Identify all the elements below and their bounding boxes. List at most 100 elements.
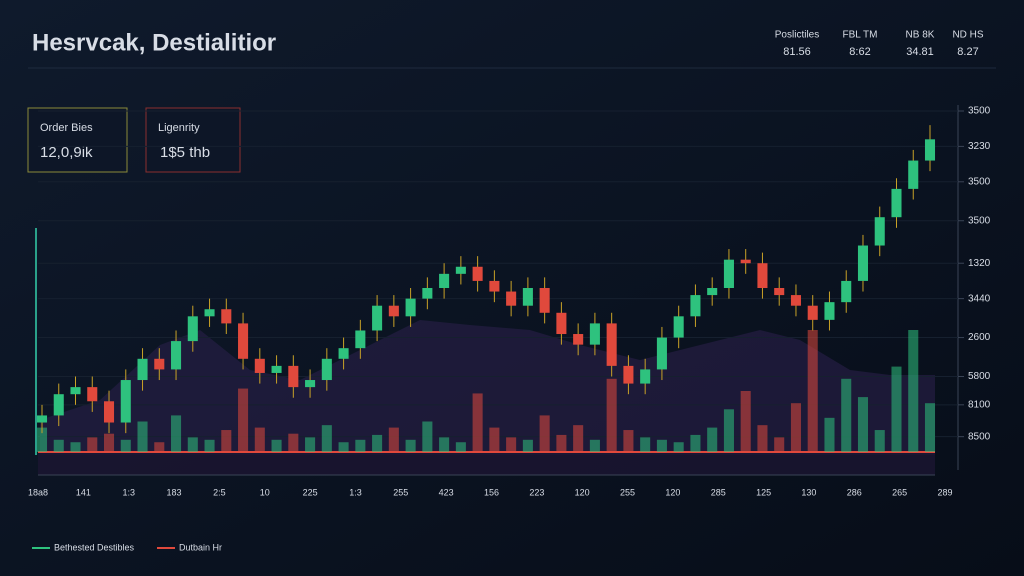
y-tick-label: 3230	[968, 141, 991, 152]
volume-bar	[807, 330, 818, 452]
candle-body	[556, 312, 567, 335]
title: Hesrvcak, Destialitior	[32, 29, 276, 56]
candle-body	[288, 365, 299, 388]
candle-body	[707, 288, 718, 296]
candle-body	[103, 401, 115, 423]
x-tick-label: 1:3	[349, 487, 362, 497]
volume-bar	[589, 439, 600, 452]
volume-bar	[472, 393, 483, 452]
x-tick-label: 141	[76, 487, 91, 497]
x-tick-label: 423	[439, 487, 454, 497]
panel-value: 12,0,9ik	[40, 144, 93, 161]
x-tick-label: 223	[529, 487, 544, 497]
candle-body	[824, 302, 835, 320]
volume-bar	[53, 439, 64, 452]
volume-bar	[422, 421, 433, 452]
volume-bar	[355, 439, 366, 452]
volume-bar	[908, 330, 919, 452]
volume-bar	[774, 437, 785, 452]
candle-body	[874, 217, 885, 246]
x-tick-label: 255	[620, 487, 635, 497]
candle-body	[757, 263, 768, 288]
volume-bar	[103, 433, 115, 452]
candle-body	[656, 337, 667, 370]
volume-bar	[690, 434, 701, 452]
candle-body	[422, 288, 433, 299]
candle-body	[187, 316, 198, 342]
volume-bar	[271, 439, 282, 452]
y-tick-label: 5800	[968, 371, 991, 382]
volume-bar	[221, 430, 232, 452]
stat-value: 34.81	[906, 46, 934, 58]
candle-body	[740, 259, 751, 264]
candle-body	[723, 259, 734, 288]
volume-bar	[640, 437, 651, 452]
stat-label: FBL TM	[842, 30, 877, 41]
candle-body	[573, 334, 584, 345]
x-tick-label: 130	[801, 487, 816, 497]
volume-bar	[120, 439, 131, 452]
volume-bar	[506, 437, 517, 452]
stat-value: 8:62	[849, 46, 870, 58]
candle-body	[623, 365, 634, 384]
candle-body	[36, 415, 48, 423]
volume-bar	[388, 427, 399, 452]
volume-bar	[372, 434, 383, 452]
candle-body	[305, 380, 316, 388]
volume-bar	[857, 397, 869, 452]
stat-label: Poslictiles	[775, 30, 819, 41]
candle-body	[539, 288, 550, 313]
volume-bar	[489, 427, 500, 452]
candle-body	[405, 298, 416, 317]
candle-body	[271, 365, 282, 373]
x-tick-label: 120	[575, 487, 590, 497]
candle-body	[137, 358, 148, 381]
candle-body	[355, 330, 366, 349]
volume-bar	[137, 421, 148, 452]
volume-bar	[305, 437, 316, 452]
y-tick-label: 2600	[968, 332, 991, 343]
volume-bar	[154, 442, 165, 452]
x-tick-label: 125	[756, 487, 771, 497]
panel-label: Order Bies	[40, 122, 93, 134]
candle-body	[908, 160, 919, 189]
base-band	[38, 453, 935, 475]
panel-value: 1$5 thb	[160, 144, 210, 161]
candle-body	[790, 295, 801, 306]
y-tick-label: 8100	[968, 399, 991, 410]
candle-body	[891, 188, 902, 218]
x-tick-label: 255	[393, 487, 408, 497]
volume-bar	[656, 439, 667, 452]
volume-bar	[70, 442, 81, 452]
volume-bar	[204, 439, 215, 452]
volume-bar	[254, 427, 265, 452]
panel-label: Ligenrity	[158, 122, 200, 134]
volume-bar	[171, 415, 182, 452]
x-tick-label: 265	[892, 487, 907, 497]
volume-bar	[790, 403, 801, 452]
volume-bar	[539, 415, 550, 452]
volume-bar	[455, 442, 466, 452]
candle-body	[489, 280, 500, 292]
x-tick-label: 225	[303, 487, 318, 497]
legend-label: Dutbain Hr	[179, 542, 222, 552]
y-tick-label: 1320	[968, 258, 991, 269]
stat-label: ND HS	[952, 30, 983, 41]
y-tick-label: 3500	[968, 106, 991, 117]
volume-bar	[338, 442, 349, 452]
candle-body	[589, 323, 600, 345]
y-tick-label: 3440	[968, 293, 991, 304]
candle-body	[338, 348, 349, 359]
candle-body	[522, 288, 533, 306]
volume-bar	[707, 427, 718, 452]
volume-bar	[673, 442, 684, 452]
candle-body	[506, 291, 517, 306]
volume-bar	[757, 425, 768, 452]
candle-body	[120, 380, 131, 423]
x-tick-label: 289	[937, 487, 952, 497]
y-tick-label: 8500	[968, 431, 991, 442]
candle-body	[841, 280, 852, 303]
x-tick-label: 286	[847, 487, 862, 497]
